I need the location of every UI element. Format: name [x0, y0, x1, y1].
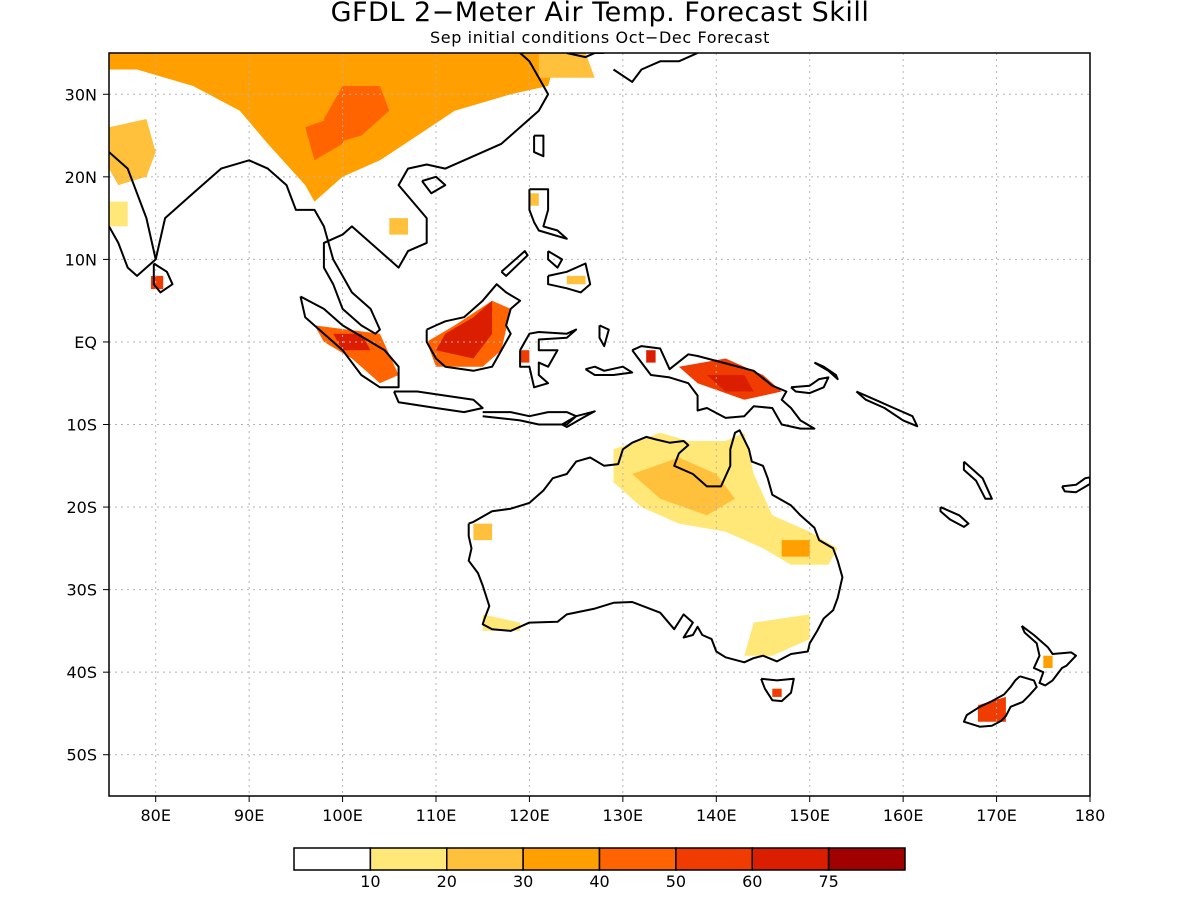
coastline-sumatra — [299, 295, 400, 389]
coastline-new-guinea — [631, 345, 816, 430]
colorbar-label: 10 — [360, 872, 380, 891]
skill-region-sumatra-core — [333, 333, 371, 351]
skill-region-aus-sw — [482, 614, 521, 631]
skill-region-india-south — [109, 201, 128, 227]
coastline-india-east — [154, 53, 550, 335]
skill-region-vietnam — [389, 218, 408, 235]
coastline-asia-mainland — [109, 151, 157, 277]
colorbar-label: 60 — [742, 872, 762, 891]
colorbar-swatch — [751, 847, 830, 871]
colorbar-swatch — [522, 847, 601, 871]
colorbar-label: 50 — [666, 872, 686, 891]
skill-region-png-tip — [646, 350, 656, 363]
coastline-new-britain — [790, 376, 830, 395]
x-tick-label: 140E — [696, 806, 737, 825]
coastline-tasmania — [760, 677, 795, 703]
colorbar-swatch — [293, 847, 372, 871]
coastline-hainan — [421, 175, 447, 195]
skill-region-borneo-core — [436, 300, 493, 359]
x-tick-label: 90E — [234, 806, 264, 825]
coastline-halmahera — [598, 324, 610, 348]
y-tick-label: 10N — [65, 250, 97, 269]
skill-region-india-west — [109, 119, 156, 186]
coastlines-layer — [109, 53, 1090, 728]
coastline-new-caledonia — [939, 506, 970, 528]
x-tick-label: 180 — [1075, 806, 1106, 825]
longitude-axis: 80E 90E 100E 110E 120E 130E 140E 150E 160E 170E 18… — [140, 796, 1105, 825]
x-tick-label: 120E — [509, 806, 550, 825]
y-tick-label: EQ — [74, 333, 97, 352]
y-tick-label: 10S — [66, 416, 97, 435]
gridlines — [109, 53, 1090, 796]
y-tick-label: 40S — [66, 663, 97, 682]
coastline-new-ireland — [813, 361, 839, 381]
skill-region-sulawesi — [520, 350, 530, 363]
y-tick-label: 30S — [66, 581, 97, 600]
colorbar-label: 20 — [437, 872, 457, 891]
coastline-philippines-south — [547, 250, 564, 269]
coastline-nz-south — [962, 675, 1038, 728]
x-tick-label: 80E — [140, 806, 170, 825]
colorbar-swatch — [827, 847, 906, 871]
colorbar-swatch — [675, 847, 753, 871]
latitude-axis: 30N 20N 10N EQ 10S 20S 30S 40S 50S — [65, 85, 109, 765]
y-tick-label: 20N — [65, 168, 97, 187]
coastline-australia — [467, 429, 844, 664]
skill-region-sumatra — [314, 325, 399, 384]
coastline-sri-lanka — [152, 262, 174, 294]
coastline-borneo — [425, 283, 522, 372]
skill-shading-layer — [109, 53, 1053, 722]
skill-region-aus-se — [744, 614, 810, 656]
skill-region-aus-east-hot — [781, 540, 810, 557]
x-tick-label: 160E — [883, 806, 924, 825]
skill-region-new-guinea-core — [706, 375, 754, 392]
coastline-fiji — [1061, 476, 1090, 494]
colorbar-swatch — [598, 847, 677, 871]
colorbar-swatch — [369, 847, 448, 871]
map-title: GFDL 2−Meter Air Temp. Forecast Skill — [330, 0, 870, 28]
x-tick-label: 170E — [976, 806, 1017, 825]
colorbar-swatch — [446, 847, 524, 871]
skill-region-tasmania — [772, 688, 782, 697]
coastline-taiwan — [533, 134, 545, 158]
skill-region-korea — [538, 53, 595, 78]
coastline-palawan — [500, 250, 529, 277]
coastline-japan-kyushu — [612, 53, 699, 83]
x-tick-label: 150E — [789, 806, 830, 825]
coastline-java — [393, 390, 484, 414]
skill-region-luzon — [529, 193, 539, 206]
coastline-philippines-luzon — [528, 188, 568, 240]
x-tick-label: 100E — [322, 806, 363, 825]
coastline-vanuatu — [962, 460, 993, 500]
coastline-sulawesi — [519, 328, 578, 389]
skill-region-nz-south — [977, 696, 1006, 722]
coastline-timor — [561, 410, 596, 428]
x-tick-label: 110E — [416, 806, 457, 825]
coastline-solomons — [855, 390, 919, 428]
skill-region-aus-north-core — [632, 457, 735, 516]
y-tick-label: 20S — [66, 498, 97, 517]
coastline-nz-north — [1020, 625, 1077, 687]
coastline-korea — [566, 53, 605, 59]
x-tick-label: 130E — [603, 806, 644, 825]
skill-region-nz-north — [1043, 655, 1053, 668]
y-tick-label: 50S — [66, 746, 97, 765]
skill-region-tibet-east — [305, 110, 352, 161]
y-tick-label: 30N — [65, 85, 97, 104]
map-subtitle: Sep initial conditions Oct−Dec Forecast — [430, 28, 770, 47]
colorbar: 10 20 30 40 50 60 75 — [293, 847, 906, 891]
colorbar-label: 75 — [818, 872, 838, 891]
skill-region-aus-west — [473, 523, 493, 541]
skill-region-mindanao — [566, 275, 586, 285]
coastline-mindanao — [547, 262, 592, 294]
colorbar-label: 40 — [589, 872, 609, 891]
coastline-lesser-sunda — [482, 411, 578, 426]
colorbar-label: 30 — [513, 872, 533, 891]
coastline-seram-buru — [584, 365, 634, 376]
